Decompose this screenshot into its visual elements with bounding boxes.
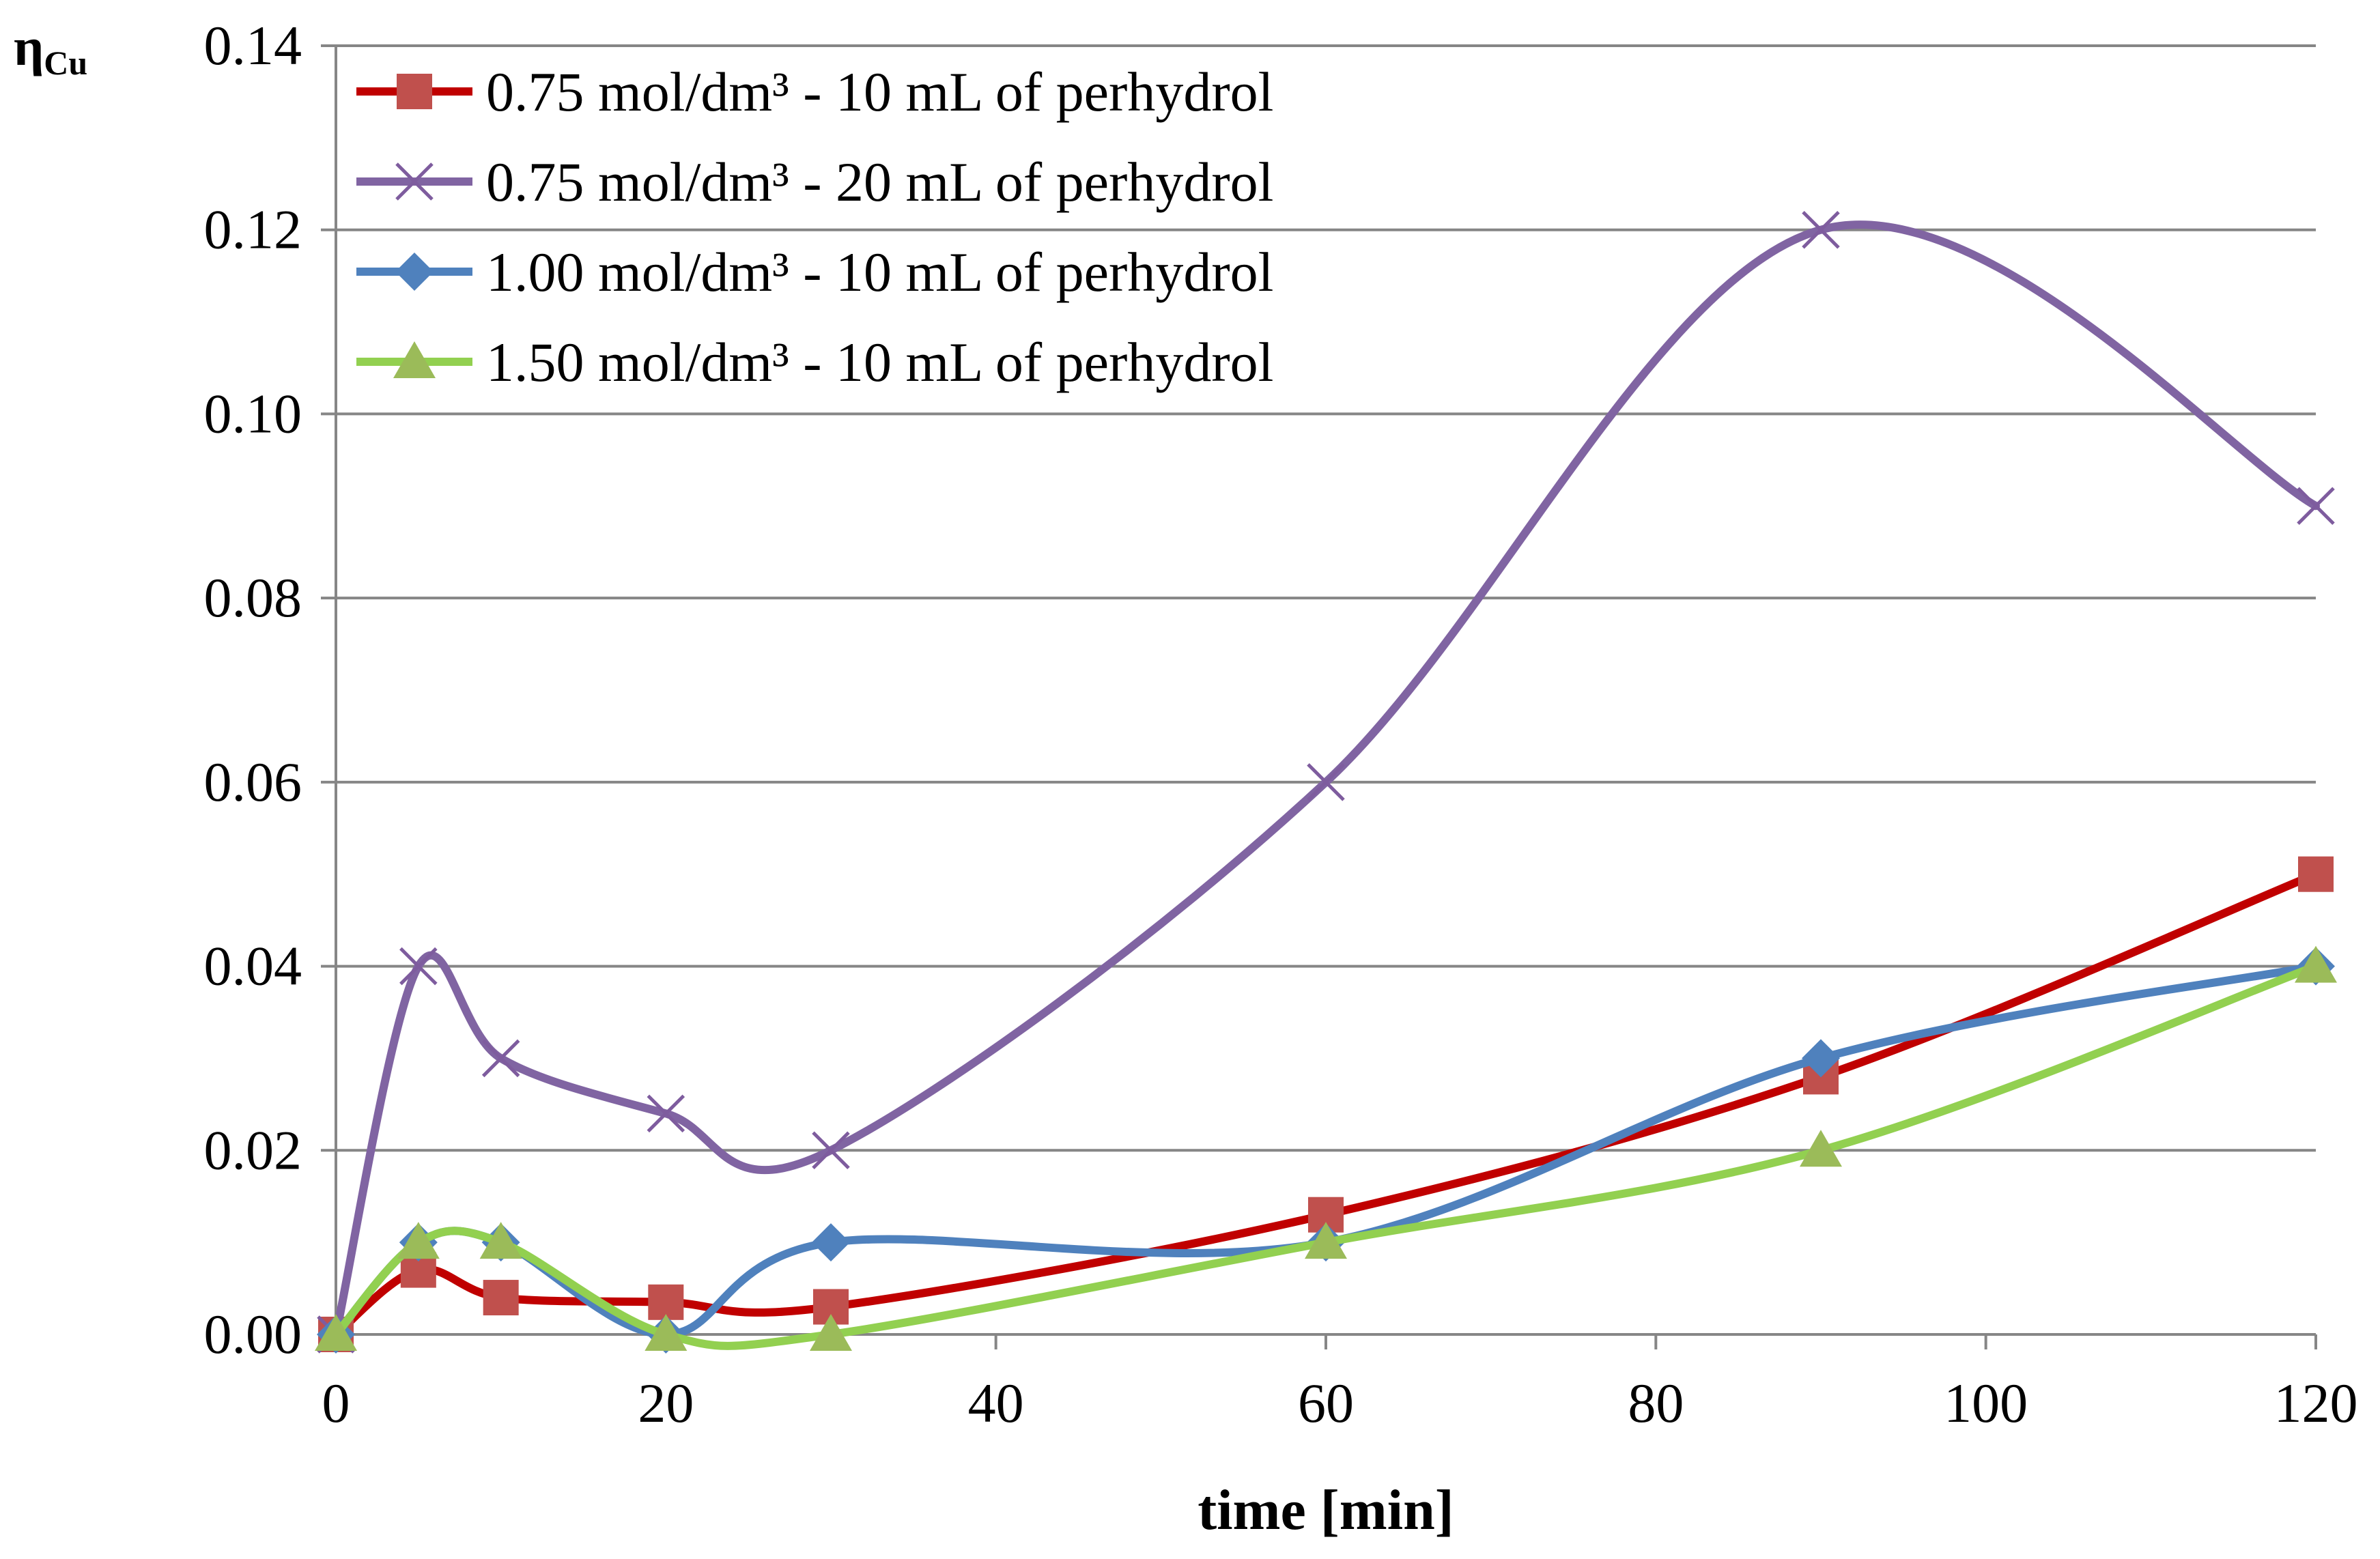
y-axis-label-main: η bbox=[14, 17, 44, 76]
data-point bbox=[812, 1131, 850, 1170]
data-point bbox=[2295, 945, 2337, 983]
data-point bbox=[483, 1280, 519, 1316]
data-point bbox=[397, 1222, 440, 1259]
marker-stroke bbox=[2297, 487, 2335, 526]
legend-item-1: 0.75 mol/dm³ - 10 mL of perhydrol bbox=[356, 61, 1273, 123]
data-point bbox=[479, 1222, 522, 1259]
data-point bbox=[1307, 763, 1345, 801]
legend-label: 1.50 mol/dm³ - 10 mL of perhydrol bbox=[486, 331, 1273, 393]
x-tick-label: 0 bbox=[322, 1372, 350, 1434]
legend-marker bbox=[395, 253, 434, 291]
marker-stroke bbox=[481, 1039, 520, 1078]
y-tick-label: 0.00 bbox=[204, 1303, 302, 1365]
y-tick-label: 0.08 bbox=[204, 567, 302, 629]
y-tick-label: 0.14 bbox=[204, 14, 302, 76]
legend-item-2: 0.75 mol/dm³ - 20 mL of perhydrol bbox=[356, 151, 1273, 213]
legend-marker bbox=[395, 162, 434, 201]
x-tick-label: 40 bbox=[968, 1372, 1024, 1434]
data-point bbox=[644, 1314, 688, 1351]
legend-label: 0.75 mol/dm³ - 10 mL of perhydrol bbox=[486, 61, 1273, 123]
legend-label: 0.75 mol/dm³ - 20 mL of perhydrol bbox=[486, 151, 1273, 213]
marker-stroke bbox=[1802, 210, 1840, 249]
y-axis-label: ηCu bbox=[14, 17, 87, 82]
legend-marker bbox=[397, 74, 432, 109]
legend-label: 1.00 mol/dm³ - 10 mL of perhydrol bbox=[486, 241, 1273, 303]
x-tick-label: 60 bbox=[1298, 1372, 1354, 1434]
y-tick-label: 0.10 bbox=[204, 382, 302, 444]
legend-item-3: 1.00 mol/dm³ - 10 mL of perhydrol bbox=[356, 241, 1273, 303]
marker-stroke bbox=[1307, 763, 1345, 801]
data-point bbox=[2298, 856, 2334, 892]
x-tick-label: 120 bbox=[2274, 1372, 2358, 1434]
x-tick-label: 20 bbox=[638, 1372, 694, 1434]
x-tick-label: 80 bbox=[1628, 1372, 1684, 1434]
y-tick-label: 0.02 bbox=[204, 1119, 302, 1181]
data-point bbox=[810, 1314, 852, 1351]
legend: 0.75 mol/dm³ - 10 mL of perhydrol 0.75 mo… bbox=[356, 61, 1273, 393]
series-layer bbox=[315, 210, 2337, 1354]
data-point bbox=[1802, 210, 1840, 249]
data-point bbox=[647, 1094, 685, 1133]
y-axis-label-sub: Cu bbox=[44, 44, 87, 82]
x-tick-label: 100 bbox=[1944, 1372, 2028, 1434]
data-point bbox=[1800, 1130, 1842, 1167]
data-point bbox=[1305, 1222, 1347, 1259]
data-point bbox=[315, 1314, 357, 1351]
tick-labels: 0.00 0.02 0.04 0.06 0.08 0.10 0.12 0.14 0 20 40 60 8… bbox=[204, 14, 2358, 1434]
series-4 bbox=[315, 945, 2337, 1351]
legend-marker bbox=[393, 341, 436, 378]
series-line bbox=[332, 870, 2320, 1339]
marker-stroke bbox=[395, 162, 434, 201]
axis-labels: ηCu time [min] bbox=[14, 17, 1454, 1542]
marker-stroke bbox=[399, 947, 438, 986]
marker-stroke bbox=[812, 1131, 850, 1170]
data-point bbox=[399, 947, 438, 986]
data-point bbox=[481, 1039, 520, 1078]
series-line bbox=[332, 220, 2320, 1339]
marker-stroke bbox=[647, 1094, 685, 1133]
x-axis-label: time [min] bbox=[1198, 1478, 1454, 1542]
y-tick-label: 0.06 bbox=[204, 751, 302, 813]
y-tick-label: 0.12 bbox=[204, 199, 302, 261]
data-point bbox=[1802, 1039, 1840, 1078]
data-point bbox=[2297, 487, 2335, 526]
series-line bbox=[332, 962, 2320, 1350]
y-tick-label: 0.04 bbox=[204, 935, 302, 997]
legend-item-4: 1.50 mol/dm³ - 10 mL of perhydrol bbox=[356, 331, 1273, 393]
data-point bbox=[812, 1223, 850, 1262]
